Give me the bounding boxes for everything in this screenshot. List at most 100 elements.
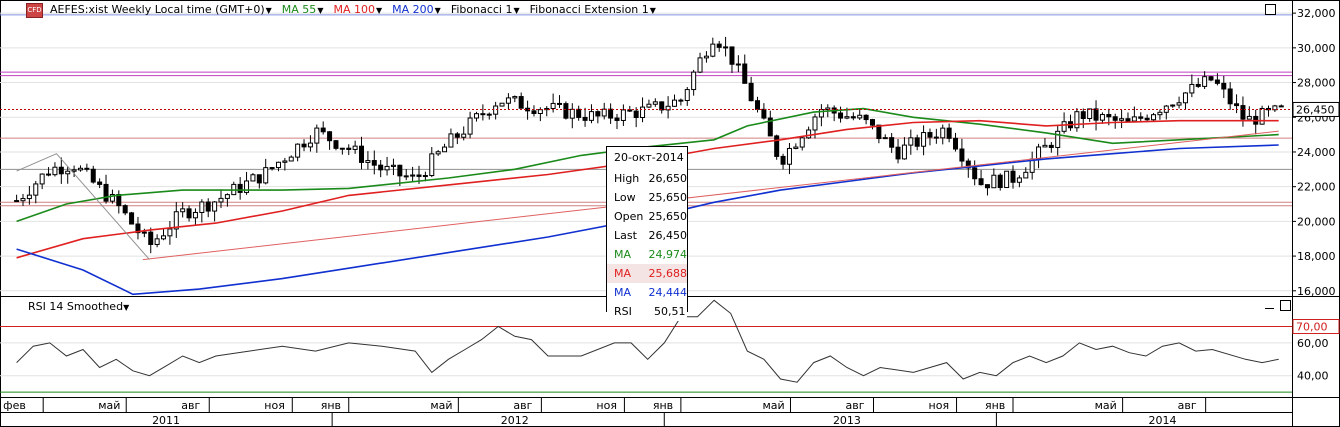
candle-body [410, 174, 416, 177]
maximize-price-panel-button[interactable] [1265, 4, 1276, 15]
tooltip-row: Open 25,650 [607, 207, 687, 226]
tooltip-row: RSI 50,51 [607, 302, 687, 321]
candle-body [205, 201, 211, 212]
candle-body [109, 193, 115, 202]
candle-body [473, 113, 479, 119]
symbol-label: AEFES:xist Weekly Local time (GMT+0) [50, 2, 265, 16]
symbol-dropdown[interactable]: AEFES:xist Weekly Local time (GMT+0)▼ [45, 0, 277, 21]
chevron-down-icon: ▼ [375, 5, 383, 15]
candle-body [250, 174, 256, 182]
indicator-ma100[interactable]: MA 100▼ [328, 0, 387, 21]
tooltip-key: Last [614, 229, 637, 242]
rsi-tick-label: 40,00 [1297, 370, 1329, 383]
candle-body [735, 63, 741, 66]
candle-body [1182, 92, 1188, 104]
year-label: 2014 [1148, 414, 1176, 427]
candle-body [1048, 144, 1054, 148]
indicator-label: MA 55 [281, 2, 317, 16]
candle-body [58, 166, 64, 175]
tooltip-row: Low 25,650 [607, 188, 687, 207]
candle-body [461, 133, 467, 138]
candle-body [1131, 116, 1137, 122]
month-tick-label: янв [985, 399, 1005, 412]
candle-body [442, 146, 448, 153]
series-line [16, 153, 150, 260]
tooltip-value: 26,450 [648, 229, 688, 242]
candle-body [908, 137, 914, 146]
chevron-down-icon: ▼ [434, 5, 441, 15]
candle-body [1240, 105, 1246, 120]
rsi-level-label: 70,00 [1296, 321, 1328, 334]
chevron-down-icon: ▼ [513, 5, 520, 15]
candle-body [339, 147, 345, 150]
candle-body [595, 111, 601, 117]
indicator-label: Fibonacci 1 [450, 2, 513, 16]
indicator-fibonacci-extension[interactable]: Fibonacci Extension 1▼ [525, 0, 661, 21]
candle-body [588, 111, 594, 121]
candle-body [882, 137, 888, 140]
candle-body [953, 137, 959, 150]
candle-body [422, 175, 428, 178]
candle-body [723, 46, 729, 49]
candle-body [691, 71, 697, 91]
rsi-line [16, 299, 1279, 383]
candle-body [710, 43, 716, 57]
minimize-rsi-panel-button[interactable] [1265, 301, 1274, 309]
candle-body [1221, 82, 1227, 90]
candle-body [640, 106, 646, 119]
candle-body [1093, 108, 1099, 121]
candle-body [972, 167, 978, 180]
candle-body [359, 145, 365, 163]
candle-body [646, 103, 652, 108]
candle-body [1112, 116, 1118, 121]
candle-body [371, 160, 377, 166]
indicator-ma55[interactable]: MA 55▼ [277, 0, 329, 21]
candle-body [684, 89, 690, 101]
candle-body [212, 201, 218, 212]
candle-body [384, 165, 390, 171]
candle-body [480, 113, 486, 116]
candle-body [1227, 88, 1233, 105]
rsi-panel-dropdown[interactable]: RSI 14 Smoothed▼ [28, 300, 129, 313]
candle-body [1080, 111, 1086, 120]
candle-body [780, 155, 786, 165]
candle-body [563, 103, 569, 119]
candle-body [77, 167, 83, 171]
month-tick-label: авг [181, 399, 200, 412]
maximize-rsi-panel-button[interactable] [1280, 300, 1291, 311]
indicator-ma200[interactable]: MA 200▼ [387, 0, 446, 21]
candle-body [627, 109, 633, 112]
candle-body [1259, 107, 1265, 125]
candle-body [633, 110, 639, 119]
candle-body [467, 117, 473, 135]
candle-body [1125, 118, 1131, 122]
candle-body [1061, 121, 1067, 132]
data-tooltip: 20-окт-2014 High 26,650 Low 25,650 Open 25,65… [606, 146, 688, 321]
candle-body [557, 102, 563, 105]
candle-body [90, 168, 96, 183]
month-tick-label: авг [846, 399, 865, 412]
candle-body [1138, 116, 1144, 119]
candle-body [799, 137, 805, 148]
tooltip-value: 25,688 [648, 267, 688, 280]
candle-body [1010, 170, 1016, 183]
candle-body [403, 175, 409, 178]
chevron-down-icon: ▼ [265, 5, 272, 15]
candle-body [14, 200, 20, 203]
candle-body [486, 113, 492, 116]
month-tick-label: май [98, 399, 120, 412]
candle-body [761, 108, 767, 119]
candle-body [52, 166, 58, 176]
month-tick-label: авг [513, 399, 532, 412]
chevron-down-icon: ▼ [317, 5, 324, 15]
candle-body [141, 231, 147, 234]
candle-body [1278, 105, 1284, 108]
candle-body [416, 174, 422, 177]
tooltip-row: MA 24,974 [607, 245, 687, 264]
tooltip-row: MA 25,688 [607, 264, 687, 283]
candle-body [812, 116, 818, 131]
indicator-fibonacci[interactable]: Fibonacci 1▼ [446, 0, 525, 21]
candle-body [154, 238, 160, 245]
candle-body [199, 201, 205, 213]
